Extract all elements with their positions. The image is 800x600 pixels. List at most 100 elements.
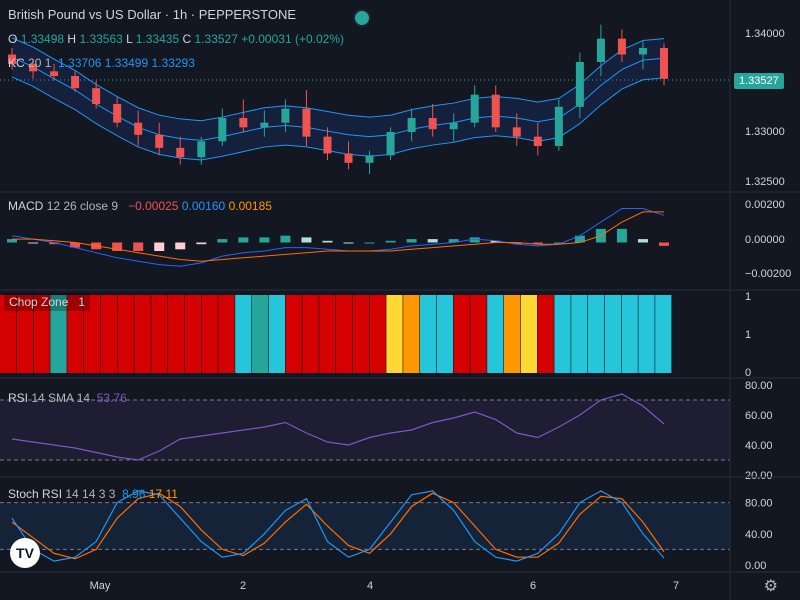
open-label: O: [8, 32, 18, 46]
chop-zone-bar: [554, 295, 571, 373]
change-value: +0.00031 (+0.02%): [241, 32, 344, 46]
time-axis-label: 4: [367, 580, 373, 592]
price-tick-label: 1.33000: [745, 126, 785, 138]
kc-middle-value: 1.33499: [104, 56, 149, 70]
chop-zone-bar: [67, 295, 84, 373]
stoch-name: Stoch RSI: [8, 487, 63, 501]
candle-body: [428, 118, 437, 130]
kc-band-fill: [12, 37, 664, 160]
candle-body: [660, 48, 668, 79]
stoch-tick-label: 0.00: [745, 560, 766, 572]
chop-tick-label: 1: [745, 329, 751, 341]
chop-zone-bar: [218, 295, 235, 373]
rsi-tick-label: 20.00: [745, 470, 773, 482]
candle-body: [92, 88, 101, 104]
macd-histogram-bar: [196, 242, 207, 245]
candle-body: [323, 136, 332, 154]
macd-histogram-bar: [343, 242, 354, 244]
close-label: C: [182, 32, 192, 46]
candle-body: [197, 141, 206, 158]
stoch-tick-label: 80.00: [745, 498, 773, 510]
candle-body: [29, 63, 38, 72]
candle-body: [260, 122, 269, 128]
chop-zone-bar: [453, 295, 470, 373]
stoch-rsi-pane[interactable]: 80.00 40.00 0.00: [0, 490, 773, 572]
chop-zone-pane[interactable]: 1 1 0: [0, 291, 751, 379]
macd-histogram-bar: [469, 237, 480, 243]
open-value: 1.33498: [20, 32, 65, 46]
candle-body: [449, 122, 458, 130]
chop-zone-bar: [638, 295, 655, 373]
gear-icon[interactable]: ⚙: [763, 578, 778, 595]
macd-histogram-bar: [385, 240, 396, 243]
chop-zone-bar: [201, 295, 218, 373]
macd-histogram-bar: [364, 242, 375, 244]
macd-name: MACD: [8, 199, 44, 213]
macd-histogram-bar: [427, 239, 438, 243]
candle-body: [281, 108, 290, 123]
candle-body: [71, 76, 80, 89]
chop-zone-bar: [302, 295, 319, 373]
rsi-pane[interactable]: 80.00 60.00 40.00 20.00: [0, 380, 773, 482]
chop-zone-bar: [604, 295, 621, 373]
chop-zone-bar: [0, 295, 17, 373]
macd-histogram-bar: [28, 242, 39, 244]
macd-histogram-bar: [511, 242, 522, 245]
symbol-title[interactable]: British Pound vs US Dollar · 1h · PEPPER…: [8, 7, 297, 22]
chop-zone-bar: [621, 295, 638, 373]
stoch-params: 14 14 3 3: [65, 487, 116, 501]
chop-zone-bar: [487, 295, 504, 373]
macd-histogram-bar: [659, 242, 669, 246]
chop-zone-bar: [184, 295, 201, 373]
candle-body: [470, 94, 479, 123]
stoch-legend[interactable]: Stoch RSI 14 14 3 3 8.96 17.11: [8, 487, 178, 501]
macd-tick-label: −0.00200: [745, 268, 791, 280]
candle-body: [113, 104, 122, 123]
candle-body: [155, 134, 164, 148]
candle-body: [50, 71, 59, 76]
candle-body: [638, 48, 647, 55]
kc-upper-value: 1.33706: [58, 56, 102, 70]
candle-body: [365, 155, 374, 163]
macd-histogram-bar: [133, 242, 144, 251]
current-price-label: 1.33527: [734, 73, 784, 89]
rsi-tick-label: 60.00: [745, 410, 773, 422]
chop-zone-bar: [436, 295, 453, 373]
chop-legend[interactable]: Chop Zone 1: [4, 293, 91, 311]
macd-histogram-bar: [7, 239, 17, 243]
chop-zone-bar: [319, 295, 336, 373]
kc-legend[interactable]: KC 20 1 1.33706 1.33499 1.33293: [8, 56, 195, 70]
macd-histogram-bar: [448, 239, 459, 243]
macd-histogram-bar: [616, 228, 627, 243]
low-value: 1.33435: [135, 32, 180, 46]
macd-tick-label: 0.00200: [745, 199, 785, 211]
chop-zone-bar: [386, 295, 403, 373]
chop-tick-label: 1: [745, 291, 751, 303]
rsi-tick-label: 80.00: [745, 380, 773, 392]
macd-pane[interactable]: 0.00200 0.00000 −0.00200: [7, 199, 791, 280]
stoch-tick-label: 40.00: [745, 529, 773, 541]
macd-histogram-bar: [553, 242, 564, 244]
candle-body: [344, 153, 353, 163]
macd-histogram-bar: [217, 239, 228, 243]
candle-body: [554, 106, 563, 146]
macd-histogram-bar: [259, 237, 270, 243]
macd-histogram-bar: [280, 235, 291, 243]
price-pane[interactable]: 1.34000 1.33000 1.32500: [0, 24, 785, 188]
visibility-eye-icon[interactable]: [353, 9, 371, 27]
rsi-legend[interactable]: RSI 14 SMA 14 53.76: [8, 391, 127, 405]
macd-params: 12 26 close 9: [46, 199, 119, 213]
macd-histogram-bar: [574, 235, 585, 243]
macd-legend[interactable]: MACD 12 26 close 9 −0.00025 0.00160 0.00…: [8, 199, 272, 213]
macd-histogram-bar: [532, 242, 543, 245]
candle-body: [302, 108, 311, 137]
tradingview-logo[interactable]: TV: [10, 538, 40, 568]
candle-body: [533, 136, 542, 146]
candle-body: [617, 38, 626, 55]
macd-histogram-bar: [322, 240, 333, 243]
time-axis-label: May: [90, 580, 111, 592]
chop-name: Chop Zone: [9, 295, 69, 309]
high-value: 1.33563: [79, 32, 123, 46]
rsi-name: RSI: [8, 391, 29, 405]
